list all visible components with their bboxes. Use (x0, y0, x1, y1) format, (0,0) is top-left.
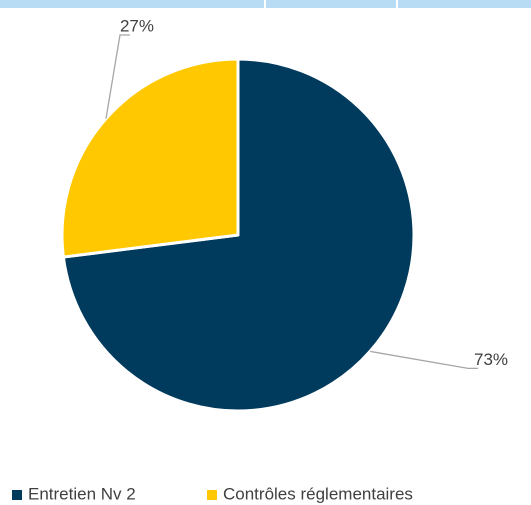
leader-line (105, 34, 130, 119)
legend-swatch (12, 490, 22, 500)
pie-slice (60, 57, 240, 259)
header-divider (396, 0, 398, 8)
data-label: 73% (474, 350, 508, 369)
legend-label: Entretien Nv 2 (28, 484, 136, 503)
leader-line (369, 350, 479, 370)
legend-swatch (207, 490, 217, 500)
header-divider (264, 0, 266, 8)
data-label: 27% (120, 16, 154, 35)
legend-label: Contrôles réglementaires (223, 484, 413, 503)
